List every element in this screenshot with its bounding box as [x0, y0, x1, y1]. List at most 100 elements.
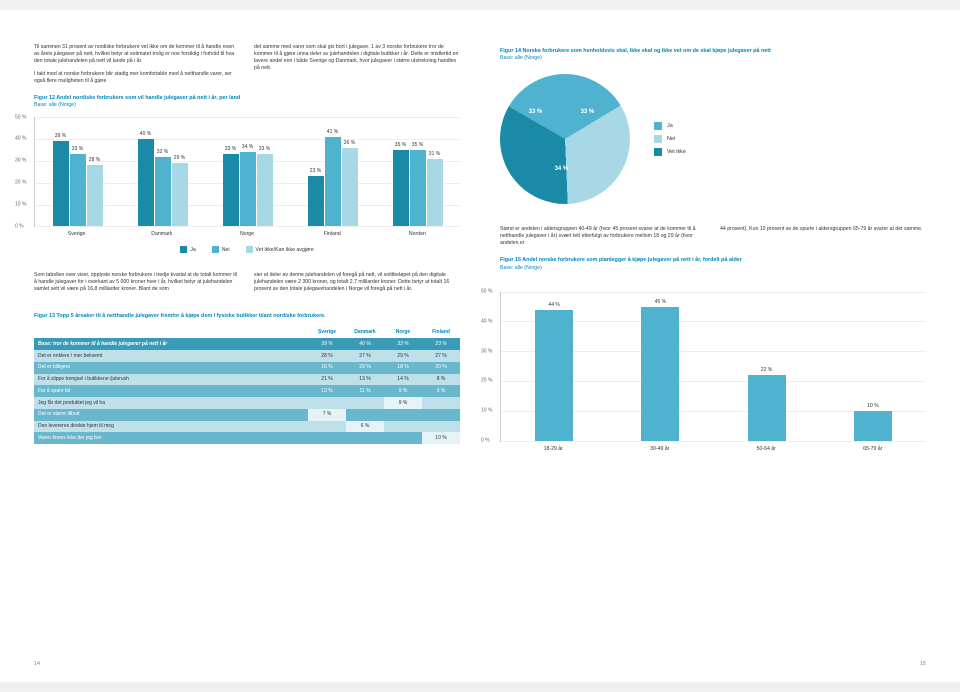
table-cell: 33 %: [384, 338, 422, 350]
fig12-title: Figur 12 Andel nordiske forbrukere som v…: [34, 95, 460, 102]
row-label: Den levereres direkte hjem til meg: [34, 421, 308, 433]
row-label: Det er billigere: [34, 362, 308, 374]
y-axis-label: 50 %: [481, 288, 492, 295]
bar: 34 %: [240, 152, 256, 226]
bar-value-label: 28 %: [89, 157, 100, 164]
intro-p2: I takt med at norske forbrukere blir sta…: [34, 71, 240, 85]
row-label: For å slippe trengsel i butikkene /juler…: [34, 374, 308, 386]
fig15-chart: 0 %10 %20 %30 %40 %50 %44 %45 %22 %10 % …: [500, 292, 926, 453]
bar: 33 %: [70, 154, 86, 226]
table-cell: 28 %: [308, 350, 346, 362]
table-row: For å slippe trengsel i butikkene /juler…: [34, 374, 460, 386]
table-header: Sverige: [308, 327, 346, 339]
bar-value-label: 32 %: [157, 149, 168, 156]
bar-group: 22 %: [714, 292, 820, 441]
y-axis-label: 0 %: [15, 223, 24, 230]
table-header: Danmark: [346, 327, 384, 339]
row-label: Det er større tilbud: [34, 409, 308, 421]
bar: 31 %: [427, 159, 443, 227]
page-15: Figur 14 Norske forbrukere som henholdsv…: [480, 10, 960, 682]
bar-group: 44 %: [501, 292, 607, 441]
table-cell: [308, 397, 346, 409]
table-cell: [422, 409, 460, 421]
bar-value-label: 35 %: [395, 142, 406, 149]
y-axis-label: 40 %: [15, 136, 26, 143]
table-cell: 6 %: [346, 421, 384, 433]
page-14: Til sammen 31 prosent av nordiske forbru…: [0, 10, 480, 682]
fig12-chart: 0 %10 %20 %30 %40 %50 %39 %33 %28 %40 %3…: [34, 117, 460, 254]
fig15-title: Figur 15 Andel norske forbrukere som pla…: [500, 257, 926, 264]
table-cell: [384, 421, 422, 433]
right-mid-p1: Størst er andelen i aldersgruppen 40-49 …: [500, 226, 706, 247]
bar: 40 %: [138, 139, 154, 226]
bar-group: 23 % 41 %36 %: [290, 117, 375, 226]
fig14-base: Base: alle (Norge): [500, 55, 926, 62]
table-cell: 8 %: [422, 374, 460, 386]
table-row: Base: tror de kommer til å handle julega…: [34, 338, 460, 350]
page-number-left: 14: [34, 661, 40, 668]
row-label: Base: tror de kommer til å handle julega…: [34, 338, 308, 350]
table-cell: 13 %: [308, 385, 346, 397]
bar-value-label: 33 %: [259, 146, 270, 153]
table-row: Det er billigere16 %29 %18 %20 %: [34, 362, 460, 374]
table-cell: 9 %: [422, 385, 460, 397]
x-axis-label: 30-49 år: [607, 446, 714, 453]
table-header: Norge: [384, 327, 422, 339]
table-cell: [346, 397, 384, 409]
bar-value-label: 36 %: [344, 140, 355, 147]
bar-value-label: 45 %: [655, 299, 666, 306]
bar: 35 %: [393, 150, 409, 226]
bar-value-label: 31 %: [429, 151, 440, 158]
row-label: Varen finnes ikke der jeg bor: [34, 432, 308, 444]
row-label: Jeg får det produktet jeg vil ha: [34, 397, 308, 409]
bar: 32 %: [155, 157, 171, 227]
bar: 33 %: [257, 154, 273, 226]
legend-item: Nei: [654, 135, 686, 143]
bar-value-label: 40 %: [140, 131, 151, 138]
x-axis-label: 18-29 år: [500, 446, 607, 453]
legend-item: Ja: [180, 246, 195, 254]
table-cell: 27 %: [346, 350, 384, 362]
mid-p2: sier at deler av denne julehandelen vil …: [254, 272, 460, 293]
y-axis-label: 30 %: [15, 158, 26, 165]
x-axis-label: Sverige: [34, 231, 119, 238]
bar-value-label: 10 %: [867, 403, 878, 410]
table-row: Det er større tilbud7 %: [34, 409, 460, 421]
bar: 39 %: [53, 141, 69, 226]
bar-group: 40 %32 %29 %: [120, 117, 205, 226]
bar-value-label: 33 %: [225, 146, 236, 153]
bar-group: 39 %33 %28 %: [35, 117, 120, 226]
legend-item: Ja: [654, 122, 686, 130]
table-cell: [384, 432, 422, 444]
x-axis-label: Norden: [375, 231, 460, 238]
table-cell: 29 %: [384, 350, 422, 362]
bar-value-label: 39 %: [55, 133, 66, 140]
table-cell: 18 %: [384, 362, 422, 374]
fig14-chart: 33 %33 %34 % JaNeiVet ikke: [500, 74, 926, 204]
x-axis-label: 65-79 år: [820, 446, 927, 453]
bar-value-label: 23 %: [310, 168, 321, 175]
table-cell: 14 %: [384, 374, 422, 386]
bar-value-label: 29 %: [174, 155, 185, 162]
pie-slice-label: 33 %: [529, 108, 543, 116]
bar-group: 35 %35 %31 %: [375, 117, 460, 226]
table-cell: 9 %: [384, 385, 422, 397]
x-axis-label: 50-64 år: [713, 446, 820, 453]
y-axis-label: 20 %: [15, 179, 26, 186]
bar-value-label: 34 %: [242, 144, 253, 151]
y-axis-label: 20 %: [481, 378, 492, 385]
pie-legend: JaNeiVet ikke: [654, 117, 686, 161]
table-cell: [422, 397, 460, 409]
bar-value-label: 35 %: [412, 142, 423, 149]
table-cell: 29 %: [346, 362, 384, 374]
y-axis-label: 10 %: [481, 408, 492, 415]
bar-group: 10 %: [820, 292, 926, 441]
intro-p3: det samme med varer som skal gis bort i …: [254, 44, 460, 72]
bar: 36 %: [342, 148, 358, 226]
table-cell: 16 %: [308, 362, 346, 374]
table-cell: 13 %: [346, 374, 384, 386]
table-cell: 9 %: [384, 397, 422, 409]
bar: 41 %: [325, 137, 341, 226]
intro-columns: Til sammen 31 prosent av nordiske forbru…: [34, 44, 460, 91]
table-cell: 11 %: [346, 385, 384, 397]
